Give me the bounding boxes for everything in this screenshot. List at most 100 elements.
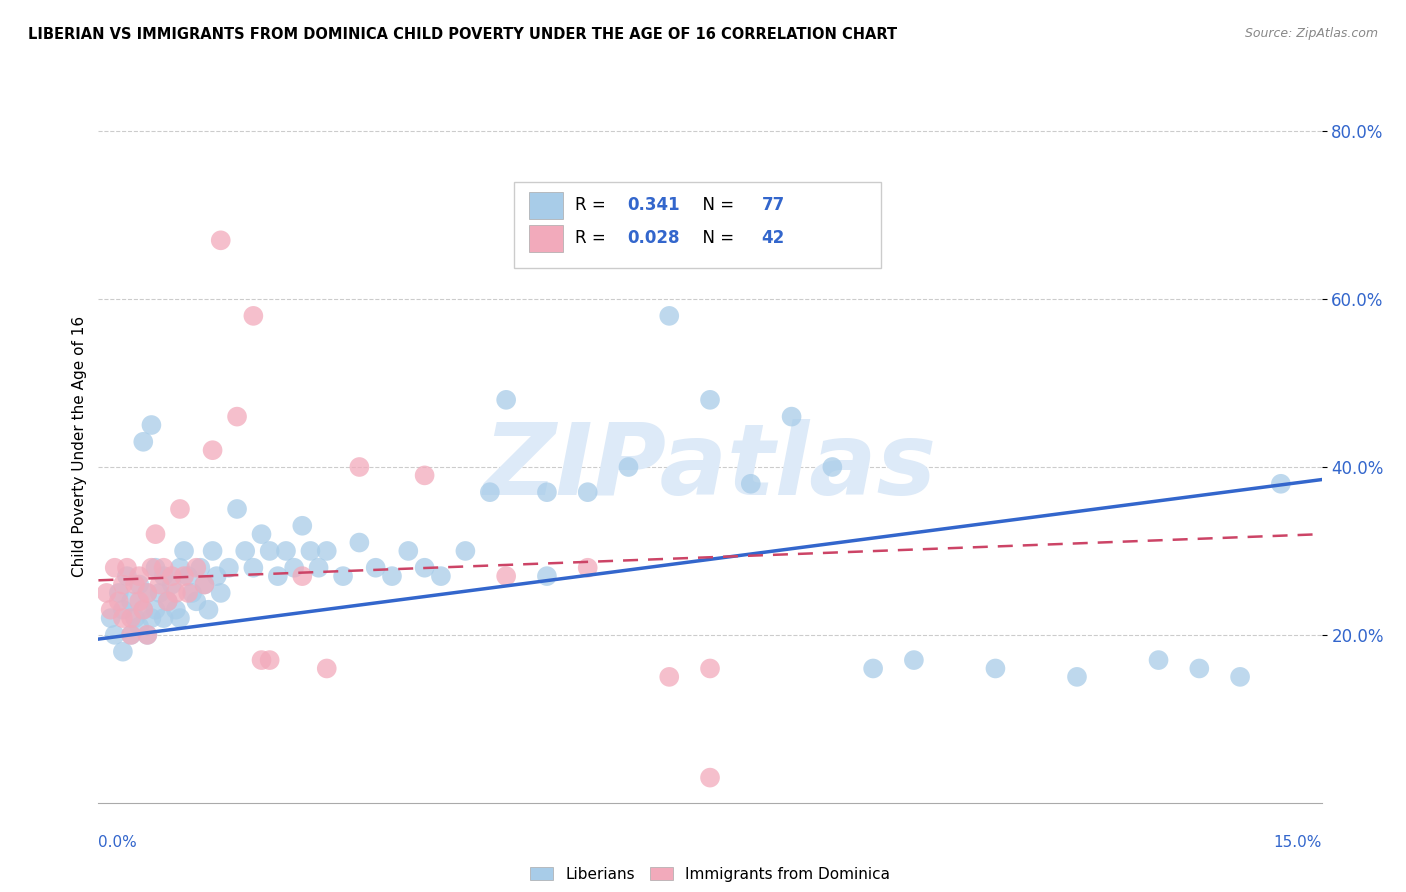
Text: N =: N = (692, 228, 740, 246)
Point (699, 392, 721, 407)
Point (111, 603, 134, 617)
Point (349, 535, 371, 549)
Point (156, 594, 179, 608)
Point (149, 586, 172, 600)
Point (495, 569, 517, 583)
Point (291, 518, 314, 533)
Point (250, 653, 273, 667)
Point (576, 485, 599, 500)
Point (181, 586, 204, 600)
Point (160, 577, 183, 591)
Point (740, 476, 762, 491)
Text: Source: ZipAtlas.com: Source: ZipAtlas.com (1244, 27, 1378, 40)
Point (177, 586, 200, 600)
Point (201, 443, 224, 458)
Point (128, 594, 150, 608)
Point (903, 653, 925, 667)
Text: 0.0%: 0.0% (98, 836, 138, 850)
Point (165, 586, 187, 600)
Point (145, 527, 167, 541)
Point (120, 628, 142, 642)
Text: 42: 42 (762, 228, 785, 246)
Point (156, 594, 179, 608)
Point (108, 594, 131, 608)
Point (218, 560, 240, 574)
Point (233, 544, 256, 558)
Text: ZIPatlas: ZIPatlas (484, 419, 936, 516)
Text: 0.028: 0.028 (627, 228, 679, 246)
Point (576, 560, 599, 574)
Point (108, 586, 131, 600)
Point (115, 569, 138, 583)
Point (128, 569, 150, 583)
Point (169, 611, 191, 625)
Point (283, 560, 305, 574)
Point (152, 560, 174, 574)
Point (478, 485, 501, 500)
Point (145, 603, 167, 617)
Point (242, 309, 264, 323)
Point (315, 544, 337, 558)
Point (136, 586, 159, 600)
Point (193, 577, 215, 591)
Point (699, 771, 721, 785)
Point (169, 560, 191, 574)
Point (413, 468, 436, 483)
Point (132, 603, 155, 617)
Point (209, 586, 232, 600)
Point (132, 603, 155, 617)
Point (267, 569, 290, 583)
Point (274, 544, 297, 558)
Point (226, 502, 249, 516)
Point (124, 611, 146, 625)
Point (141, 560, 163, 574)
Point (495, 392, 517, 407)
Point (536, 485, 558, 500)
Point (141, 417, 163, 432)
Point (1066, 670, 1088, 684)
Point (120, 594, 142, 608)
Point (242, 560, 264, 574)
Point (120, 611, 142, 625)
FancyBboxPatch shape (529, 225, 564, 252)
Point (821, 460, 844, 475)
Point (291, 569, 314, 583)
Point (177, 569, 200, 583)
Point (111, 577, 134, 591)
Point (136, 586, 159, 600)
Point (315, 661, 337, 675)
Point (141, 611, 163, 625)
Point (1270, 476, 1292, 491)
Text: R =: R = (575, 196, 612, 214)
Point (100, 603, 122, 617)
Point (128, 619, 150, 633)
Point (186, 560, 208, 574)
Point (349, 460, 371, 475)
Point (617, 460, 640, 475)
Point (111, 611, 134, 625)
Point (454, 544, 477, 558)
Point (430, 569, 453, 583)
Point (536, 569, 558, 583)
Point (136, 628, 159, 642)
Point (780, 409, 803, 424)
Point (152, 569, 174, 583)
Point (136, 628, 159, 642)
Text: 15.0%: 15.0% (1274, 836, 1322, 850)
Text: R =: R = (575, 228, 612, 246)
Point (193, 577, 215, 591)
Point (862, 661, 884, 675)
Point (104, 560, 127, 574)
Point (226, 409, 249, 424)
Point (699, 661, 721, 675)
Point (128, 577, 150, 591)
Point (259, 544, 281, 558)
Point (259, 653, 281, 667)
Point (173, 569, 195, 583)
Point (299, 544, 322, 558)
Text: 77: 77 (762, 196, 785, 214)
Point (209, 233, 232, 247)
Point (132, 434, 155, 449)
Point (364, 560, 387, 574)
Point (165, 603, 187, 617)
